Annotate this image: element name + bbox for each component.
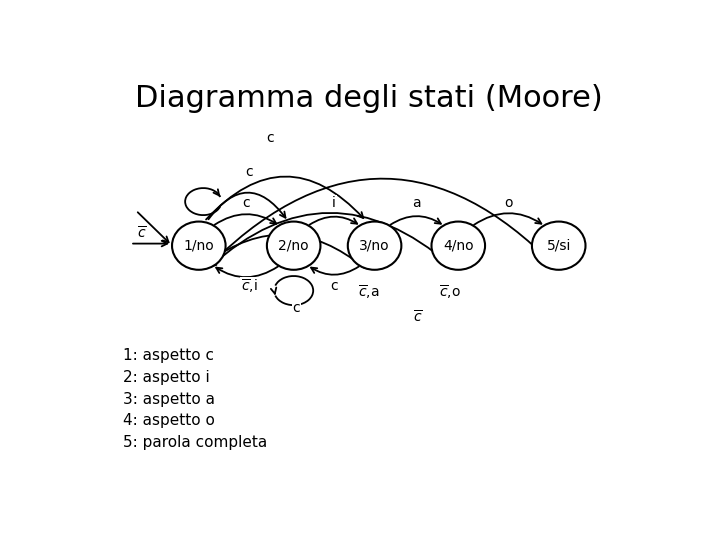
Text: Diagramma degli stati (Moore): Diagramma degli stati (Moore)	[135, 84, 603, 112]
Ellipse shape	[267, 221, 320, 270]
Text: 4/no: 4/no	[443, 239, 474, 253]
Text: 3: aspetto a: 3: aspetto a	[124, 392, 215, 407]
Text: a: a	[412, 196, 420, 210]
Text: c: c	[330, 279, 338, 293]
Text: i: i	[332, 196, 336, 210]
Text: $\overline{\mathit{c}}$,o: $\overline{\mathit{c}}$,o	[439, 284, 461, 301]
Ellipse shape	[431, 221, 485, 270]
Text: 2/no: 2/no	[279, 239, 309, 253]
Text: $\overline{\mathit{c}}$: $\overline{\mathit{c}}$	[137, 225, 146, 241]
Text: o: o	[504, 196, 513, 210]
Text: $\overline{\mathit{c}}$: $\overline{\mathit{c}}$	[413, 309, 423, 326]
Text: c: c	[243, 196, 250, 210]
Text: $\overline{\mathit{c}}$,a: $\overline{\mathit{c}}$,a	[359, 284, 379, 301]
Text: 5: parola completa: 5: parola completa	[124, 435, 268, 450]
Text: c: c	[292, 301, 300, 315]
Text: c: c	[246, 165, 253, 179]
Text: c: c	[266, 131, 274, 145]
Text: 2: aspetto i: 2: aspetto i	[124, 370, 210, 385]
Ellipse shape	[172, 221, 225, 270]
Text: 1: aspetto c: 1: aspetto c	[124, 348, 215, 363]
Ellipse shape	[348, 221, 401, 270]
Text: $\overline{\mathit{c}}$,i: $\overline{\mathit{c}}$,i	[240, 278, 257, 295]
Text: 4: aspetto o: 4: aspetto o	[124, 413, 215, 428]
Text: 3/no: 3/no	[359, 239, 390, 253]
Text: 1/no: 1/no	[184, 239, 214, 253]
Text: 5/si: 5/si	[546, 239, 571, 253]
Ellipse shape	[532, 221, 585, 270]
